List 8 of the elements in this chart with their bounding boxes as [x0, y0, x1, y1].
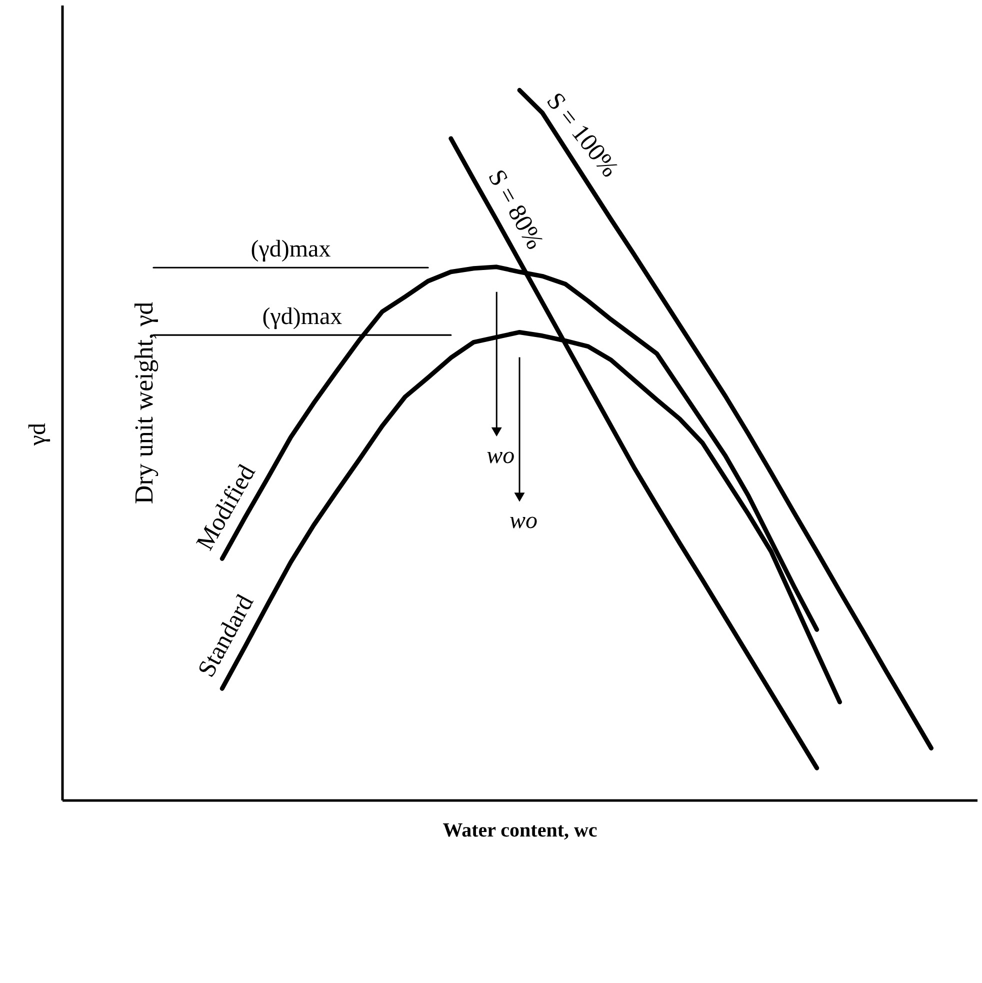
- annotation: (γd)max: [262, 304, 342, 330]
- annotation: (γd)max: [250, 236, 331, 263]
- annotation: wo: [509, 508, 538, 534]
- y-axis-title: Dry unit weight, γd: [130, 302, 158, 504]
- annotation: wo: [486, 442, 515, 469]
- x-axis-title: Water content, wc: [442, 820, 598, 842]
- text: γd: [25, 422, 51, 447]
- text: S = 80%: [482, 165, 548, 254]
